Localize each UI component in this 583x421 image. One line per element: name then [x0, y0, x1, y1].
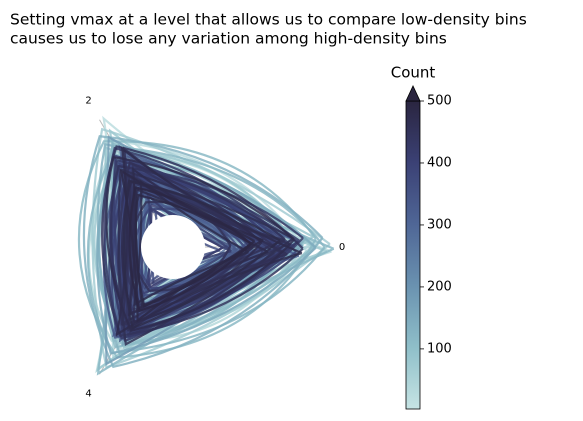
colorbar-tick-label: 200 [427, 279, 452, 294]
density-curve [77, 140, 317, 359]
density-curve [133, 179, 250, 307]
density-curve [100, 145, 304, 338]
colorbar-extend [405, 85, 421, 102]
theta-tick-label: 4 [85, 388, 91, 399]
theta-tick-label: 2 [85, 96, 91, 107]
colorbar-tick-label: 300 [427, 217, 452, 232]
colorbar-label: Count [391, 64, 436, 82]
chart-title: causes us to lose any variation among hi… [10, 30, 447, 48]
density-curve [117, 168, 295, 346]
theta-tick-label: 0 [339, 242, 345, 253]
density-curve [96, 146, 317, 355]
density-curve [128, 186, 252, 313]
density-curve [105, 156, 295, 333]
density-curve [122, 179, 281, 330]
colorbar-tick-label: 400 [427, 155, 452, 170]
density-curve [134, 193, 256, 308]
center-hole [141, 215, 205, 279]
chart-title: Setting vmax at a level that allows us t… [10, 11, 527, 29]
polar-plot: 0 2 4 [77, 96, 345, 399]
colorbar-tick-label: 100 [427, 341, 452, 356]
density-curve [119, 168, 264, 323]
density-curve [109, 164, 286, 336]
density-curve [115, 146, 303, 337]
density-curve [82, 135, 324, 369]
colorbar [405, 100, 421, 410]
density-curve [86, 145, 326, 354]
colorbar-tick-label: 500 [427, 94, 452, 109]
